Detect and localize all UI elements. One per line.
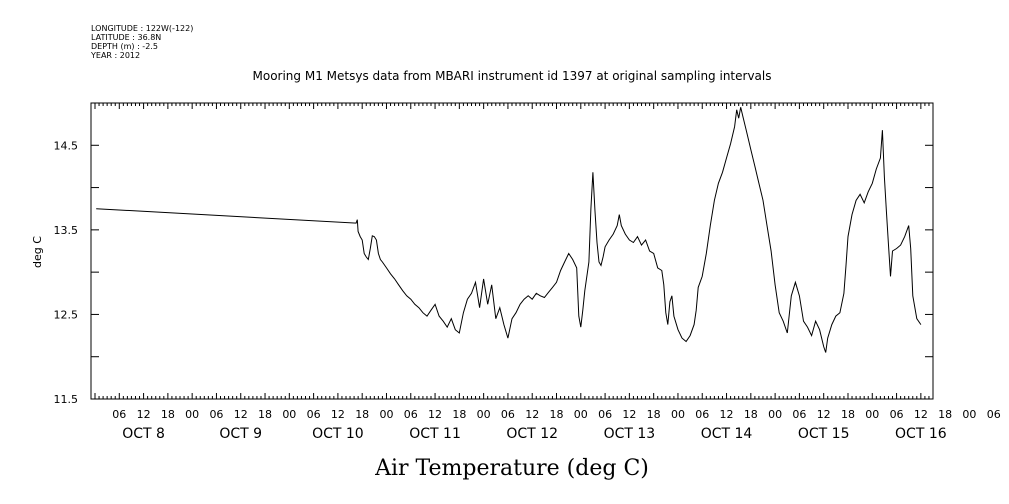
x-axis-label: Air Temperature (deg C) — [374, 456, 649, 481]
day-label: OCT 12 — [506, 426, 558, 442]
y-tick-label: 13.5 — [54, 224, 79, 237]
day-label: OCT 11 — [409, 426, 461, 442]
x-tick-label: 12 — [622, 408, 636, 421]
day-label: OCT 14 — [701, 426, 753, 442]
day-label: OCT 16 — [895, 426, 947, 442]
x-tick-label: 06 — [209, 408, 223, 421]
day-label: OCT 9 — [219, 426, 262, 442]
day-label: OCT 8 — [122, 426, 165, 442]
x-tick-label: 12 — [234, 408, 248, 421]
x-tick-label: 18 — [938, 408, 952, 421]
x-tick-label: 00 — [768, 408, 782, 421]
y-tick-labels: 11.5 12.5 13.5 14.5 — [54, 139, 79, 406]
depth-label: DEPTH (m) : -2.5 — [91, 42, 158, 51]
x-tick-label: 12 — [817, 408, 831, 421]
x-tick-label: 06 — [112, 408, 126, 421]
x-tick-label: 18 — [161, 408, 175, 421]
x-tick-label: 06 — [307, 408, 321, 421]
x-tick-label: 12 — [428, 408, 442, 421]
series-group — [96, 107, 922, 353]
x-tick-label: 00 — [477, 408, 491, 421]
longitude-label: LONGITUDE : 122W(-122) — [91, 24, 193, 33]
x-tick-label: 18 — [258, 408, 272, 421]
x-ticks — [94, 103, 930, 399]
x-tick-label: 18 — [647, 408, 661, 421]
series-line-air-temperature — [96, 107, 922, 353]
x-tick-label: 06 — [695, 408, 709, 421]
latitude-label: LATITUDE : 36.8N — [91, 33, 161, 42]
x-tick-label: 00 — [962, 408, 976, 421]
x-tick-label: 12 — [914, 408, 928, 421]
x-tick-label: 06 — [792, 408, 806, 421]
y-axis-label: deg C — [31, 236, 44, 268]
x-tick-label: 06 — [598, 408, 612, 421]
x-tick-label: 18 — [355, 408, 369, 421]
x-tick-labels: 06 12 18 00 06 12 18 00 06 12 18 00 06 12 18 00 06 12 18 00… — [112, 408, 1000, 421]
day-labels: OCT 8 OCT 9 OCT 10 OCT 11 OCT 12 OCT 13 OCT 14… — [122, 426, 947, 442]
x-tick-label: 00 — [671, 408, 685, 421]
chart-title: Mooring M1 Metsys data from MBARI instru… — [253, 69, 772, 83]
day-label: OCT 13 — [604, 426, 656, 442]
x-tick-label: 12 — [720, 408, 734, 421]
station-metadata: LONGITUDE : 122W(-122) LATITUDE : 36.8N … — [90, 24, 193, 60]
x-tick-label: 06 — [404, 408, 418, 421]
x-tick-label: 18 — [841, 408, 855, 421]
x-tick-label: 06 — [890, 408, 904, 421]
x-tick-label: 00 — [282, 408, 296, 421]
plot-border — [90, 102, 934, 400]
plot-frame — [90, 102, 934, 400]
x-tick-label: 00 — [574, 408, 588, 421]
x-tick-label: 12 — [525, 408, 539, 421]
year-label: YEAR : 2012 — [90, 51, 140, 60]
x-tick-label: 00 — [379, 408, 393, 421]
y-ticks — [91, 144, 933, 400]
x-tick-label: 12 — [331, 408, 345, 421]
x-tick-label: 12 — [137, 408, 151, 421]
x-tick-label: 06 — [501, 408, 515, 421]
y-tick-label: 14.5 — [54, 139, 79, 152]
y-tick-label: 11.5 — [54, 393, 79, 406]
x-tick-label: 00 — [185, 408, 199, 421]
day-label: OCT 15 — [798, 426, 850, 442]
x-tick-label: 06 — [987, 408, 1001, 421]
x-tick-label: 18 — [744, 408, 758, 421]
y-tick-label: 12.5 — [54, 308, 79, 321]
day-label: OCT 10 — [312, 426, 364, 442]
x-tick-label: 18 — [452, 408, 466, 421]
x-tick-label: 18 — [550, 408, 564, 421]
x-tick-label: 00 — [865, 408, 879, 421]
